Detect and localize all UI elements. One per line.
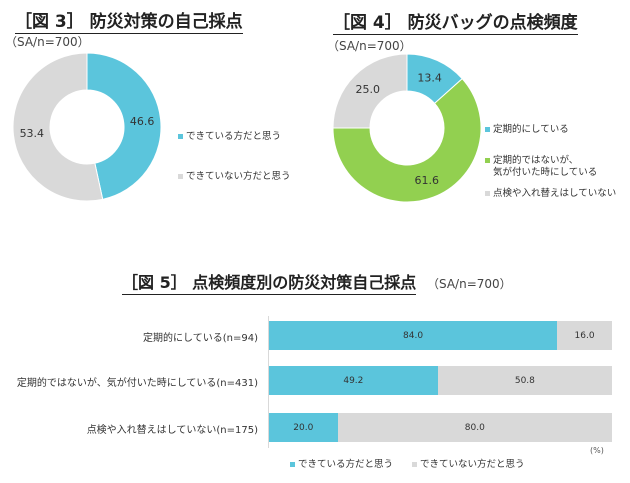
fig3-legend-no: できていない方だと思う	[178, 171, 291, 183]
slice-label: 13.4	[417, 71, 442, 84]
fig3-legend-yes: できている方だと思う	[178, 131, 281, 143]
bar-segment: 50.8	[437, 366, 612, 395]
bar-segment: 16.0	[557, 321, 612, 350]
bar-segment: 49.2	[269, 366, 438, 395]
legend-swatch	[485, 158, 490, 163]
fig4-legend-sometimes: 定期的ではないが、 気が付いた時にしている	[485, 155, 597, 179]
bar-value-label: 80.0	[464, 422, 485, 433]
fig5-legend-yes: できている方だと思う	[290, 459, 393, 471]
bar-value-label: 49.2	[343, 375, 364, 386]
bar-category-label: 定期的にしている(n=94)	[143, 333, 258, 344]
fig3-subtitle: （SA/n=700）	[5, 35, 90, 49]
bar-segment: 20.0	[269, 413, 338, 442]
bar-value-label: 16.0	[574, 330, 595, 341]
fig5-legend-no: できていない方だと思う	[412, 459, 525, 471]
legend-swatch	[485, 191, 490, 196]
donut-slice	[332, 78, 482, 203]
legend-swatch	[290, 462, 295, 467]
slice-label: 61.6	[415, 174, 440, 187]
fig4-legend-never: 点検や入れ替えはしていない	[485, 188, 616, 200]
legend-swatch	[412, 462, 417, 467]
fig4-subtitle: （SA/n=700）	[327, 39, 412, 53]
bar-value-label: 20.0	[293, 422, 314, 433]
fig4-legend-regular: 定期的にしている	[485, 124, 569, 136]
bar-value-label: 84.0	[403, 330, 424, 341]
fig5-subtitle: （SA/n=700）	[427, 277, 512, 291]
donut-slice	[12, 52, 104, 202]
fig4-title: ［図 4］ 防災バッグの点検頻度	[333, 8, 578, 35]
legend-swatch	[178, 134, 183, 139]
donut-slice	[86, 52, 162, 200]
unit-label: (%)	[590, 446, 604, 455]
slice-label: 53.4	[20, 127, 45, 140]
donut-slice	[332, 53, 408, 129]
bar-category-label: 定期的ではないが、気が付いた時にしている(n=431)	[16, 378, 258, 389]
bar-segment: 84.0	[269, 321, 558, 350]
bar-category-label: 点検や入れ替えはしていない(n=175)	[86, 425, 258, 436]
axis-line	[268, 316, 269, 448]
legend-swatch	[178, 174, 183, 179]
fig3-title: ［図 3］ 防災対策の自己採点	[15, 7, 243, 34]
bar-value-label: 50.8	[514, 375, 535, 386]
slice-label: 25.0	[356, 83, 381, 96]
slice-label: 46.6	[130, 115, 155, 128]
fig5-title: ［図 5］ 点検頻度別の防災対策自己採点	[122, 269, 417, 295]
legend-swatch	[485, 127, 490, 132]
bar-segment: 80.0	[337, 413, 612, 442]
